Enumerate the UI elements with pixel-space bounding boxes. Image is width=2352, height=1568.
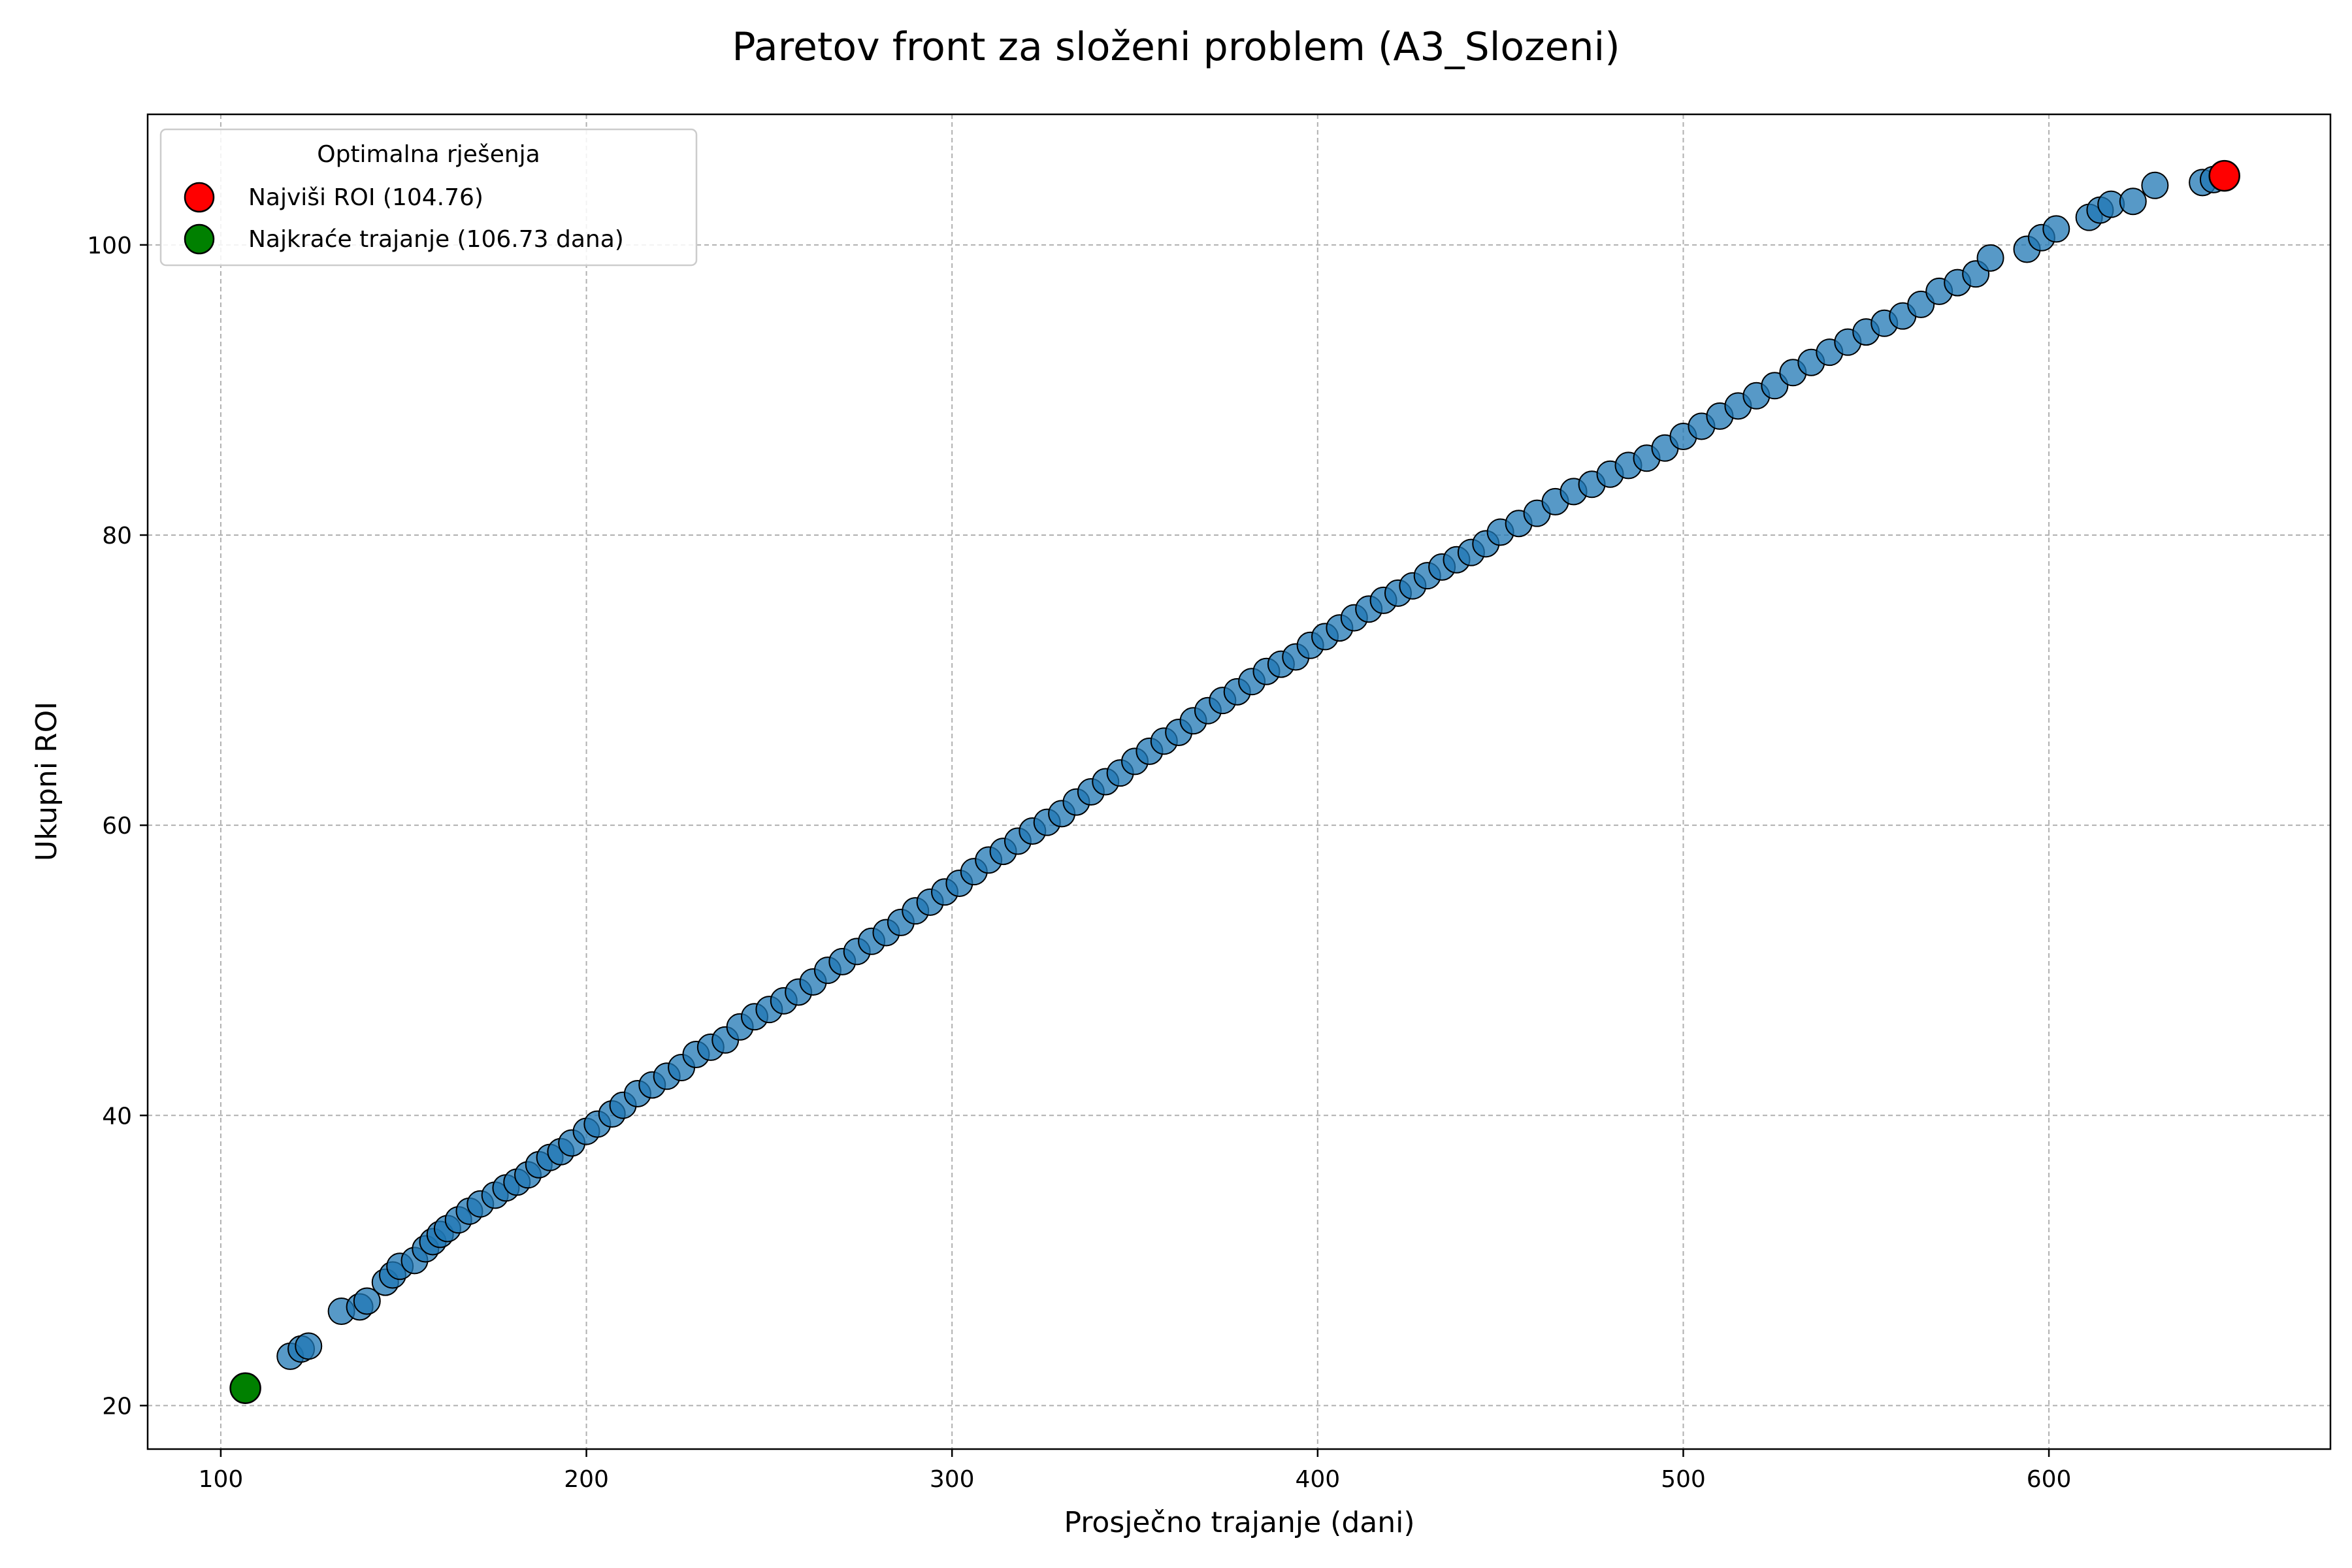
grid-lines (148, 114, 2330, 1449)
front-point (2119, 188, 2147, 216)
front-point (295, 1332, 323, 1360)
chart-title: Paretov front za složeni problem (A3_Slo… (732, 24, 1620, 70)
axis-ticks: 100 200 300 400 500 600 20 40 60 80 100 (87, 233, 2071, 1493)
x-tick-label: 300 (930, 1466, 975, 1493)
legend-title: Optimalna rješenja (317, 141, 540, 168)
data-points (229, 159, 2240, 1404)
y-tick-label: 60 (102, 813, 132, 840)
y-tick-label: 80 (102, 523, 132, 549)
x-tick-label: 600 (2027, 1466, 2072, 1493)
x-tick-label: 100 (199, 1466, 244, 1493)
legend: Optimalna rješenja Najviši ROI (104.76) … (159, 128, 698, 267)
front-point (1976, 244, 2004, 272)
plot-frame (146, 113, 2332, 1450)
legend-label-shortest-duration: Najkraće trajanje (106.73 dana) (248, 226, 624, 253)
legend-label-highest-roi: Najviši ROI (104.76) (248, 184, 483, 211)
x-axis-label: Prosječno trajanje (dani) (1064, 1506, 1414, 1539)
highest-roi-point (2208, 159, 2240, 192)
y-axis-label: Ukupni ROI (30, 702, 63, 861)
front-point (2141, 171, 2169, 199)
y-tick-label: 40 (102, 1103, 132, 1130)
x-tick-label: 200 (564, 1466, 609, 1493)
y-tick-label: 20 (102, 1393, 132, 1420)
y-tick-label: 100 (87, 233, 132, 259)
legend-marker-shortest-duration (184, 223, 215, 255)
front-point (2042, 215, 2070, 243)
legend-marker-highest-roi (184, 182, 215, 213)
x-tick-label: 400 (1295, 1466, 1340, 1493)
legend-box (159, 128, 698, 267)
shortest-duration-point (229, 1372, 261, 1404)
x-tick-label: 500 (1661, 1466, 1706, 1493)
front-point (353, 1287, 381, 1315)
